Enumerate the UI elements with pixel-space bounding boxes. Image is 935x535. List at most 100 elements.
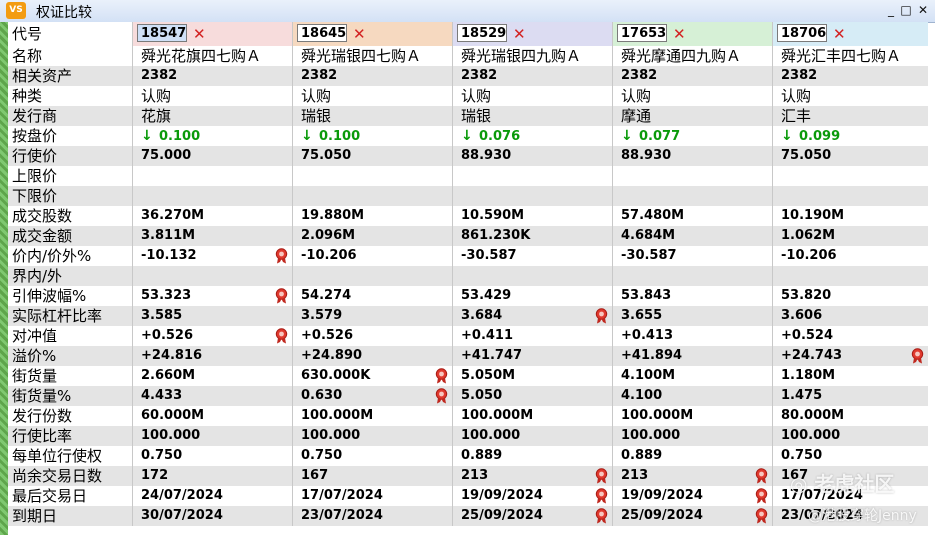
table-cell: 100.000 [612, 426, 772, 446]
cell-value: 100.000 [781, 428, 841, 443]
table-row: 实际杠杆比率 3.585 3.579 3.684 3.655 3.606 [8, 306, 928, 326]
cell-value: 3.606 [781, 308, 823, 323]
warrant-comparison-table: 代号 18547 ✕ 18645 ✕ 18529 ✕ 17653 ✕ 18706 ✕ 名称… [8, 22, 928, 526]
cell-value: 17/07/2024 [781, 488, 863, 503]
table-row: 发行商 花旗 瑞银 瑞银 摩通 汇丰 [8, 106, 928, 126]
code-input[interactable]: 17653 [617, 24, 667, 42]
cell-value: 19/09/2024 [461, 488, 543, 503]
table-cell: 100.000 [132, 426, 292, 446]
table-cell [772, 266, 928, 286]
table-row: 行使比率 100.000 100.000 100.000 100.000 100.000 [8, 426, 928, 446]
code-input[interactable]: 18645 [297, 24, 347, 42]
cell-value: 75.000 [141, 148, 192, 163]
row-label: 种类 [12, 87, 43, 105]
cell-value: 3.811M [141, 228, 196, 243]
cell-value: 57.480M [621, 208, 685, 223]
remove-icon[interactable]: ✕ [353, 25, 366, 43]
row-label: 街货量% [12, 387, 72, 405]
cell-value: 213 [461, 468, 489, 483]
best-value-medal-icon [755, 508, 768, 524]
table-cell: ↓ 0.076 [452, 126, 612, 146]
cell-value: 3.684 [461, 308, 503, 323]
row-label: 行使价 [12, 147, 58, 165]
cell-value: -30.587 [461, 248, 517, 263]
table-cell: 2382 [452, 66, 612, 86]
cell-value: 75.050 [301, 148, 352, 163]
table-cell: -30.587 [612, 246, 772, 266]
table-cell: 5.050 [452, 386, 612, 406]
code-cell: 18547 ✕ [132, 22, 292, 46]
table-cell: 53.843 [612, 286, 772, 306]
cell-value: 1.180M [781, 368, 836, 383]
table-cell: 舜光花旗四七购Ａ [132, 46, 292, 66]
cell-value: 88.930 [461, 148, 512, 163]
row-label: 行使比率 [12, 427, 73, 445]
cell-value: 3.585 [141, 308, 183, 323]
table-cell [292, 266, 452, 286]
remove-icon[interactable]: ✕ [673, 25, 686, 43]
table-cell: 3.579 [292, 306, 452, 326]
cell-value: 80.000M [781, 408, 845, 423]
cell-value: 认购 [621, 87, 652, 105]
cell-value: 3.579 [301, 308, 343, 323]
table-cell: 0.750 [132, 446, 292, 466]
table-cell: 630.000K [292, 366, 452, 386]
table-cell: 100.000 [772, 426, 928, 446]
cell-value: 75.050 [781, 148, 832, 163]
table-cell: 10.590M [452, 206, 612, 226]
table-cell: 瑞银 [292, 106, 452, 126]
table-cell: +0.526 [132, 326, 292, 346]
row-label: 对冲值 [12, 327, 58, 345]
cell-value: +0.411 [461, 328, 514, 343]
remove-icon[interactable]: ✕ [513, 25, 526, 43]
remove-icon[interactable]: ✕ [833, 25, 846, 43]
table-row: 成交金额 3.811M 2.096M 861.230K 4.684M 1.062M [8, 226, 928, 246]
table-row: 每单位行使权 0.750 0.750 0.889 0.889 0.750 [8, 446, 928, 466]
side-strip [0, 22, 8, 535]
table-cell: 舜光瑞银四七购Ａ [292, 46, 452, 66]
row-label: 成交金额 [12, 227, 73, 245]
close-button[interactable]: ✕ [917, 3, 929, 17]
cell-value: 17/07/2024 [301, 488, 383, 503]
table-cell [132, 186, 292, 206]
cell-value: 2382 [621, 68, 658, 83]
row-label: 到期日 [12, 507, 58, 525]
row-label: 发行份数 [12, 407, 73, 425]
best-value-medal-icon [275, 328, 288, 344]
minimize-button[interactable]: _ [888, 3, 894, 17]
cell-value: 2.660M [141, 368, 196, 383]
best-value-medal-icon [275, 248, 288, 264]
cell-value: 167 [781, 468, 809, 483]
code-cell: 18706 ✕ [772, 22, 928, 46]
table-row: 引伸波幅% 53.323 54.274 53.429 53.843 53.820 [8, 286, 928, 306]
code-cell: 17653 ✕ [612, 22, 772, 46]
code-input[interactable]: 18529 [457, 24, 507, 42]
cell-value: 0.889 [461, 448, 503, 463]
cell-value: 53.843 [621, 288, 672, 303]
table-cell: +24.743 [772, 346, 928, 366]
maximize-button[interactable]: □ [900, 3, 912, 17]
cell-value: -10.206 [781, 248, 837, 263]
row-label: 价内/价外% [12, 247, 92, 265]
cell-value: 60.000M [141, 408, 205, 423]
cell-value: +41.747 [461, 348, 523, 363]
table-cell: ↓ 0.099 [772, 126, 928, 146]
cell-value: 0.630 [301, 388, 343, 403]
cell-value: 0.889 [621, 448, 663, 463]
remove-icon[interactable]: ✕ [193, 25, 206, 43]
down-arrow-icon: ↓ [141, 128, 153, 144]
row-label: 发行商 [12, 107, 58, 125]
code-input[interactable]: 18547 [137, 24, 187, 42]
table-cell [612, 266, 772, 286]
table-cell: +0.526 [292, 326, 452, 346]
cell-value: 1.475 [781, 388, 823, 403]
table-cell: 88.930 [452, 146, 612, 166]
code-input[interactable]: 18706 [777, 24, 827, 42]
table-cell: 53.820 [772, 286, 928, 306]
cell-value: 认购 [141, 87, 172, 105]
down-arrow-icon: ↓ [781, 128, 793, 144]
cell-value: 汇丰 [781, 107, 812, 125]
table-row: 价内/价外% -10.132 -10.206 -30.587 -30.587 -10.20… [8, 246, 928, 266]
cell-value: 花旗 [141, 107, 172, 125]
table-row: 成交股数 36.270M 19.880M 10.590M 57.480M 10.190M [8, 206, 928, 226]
